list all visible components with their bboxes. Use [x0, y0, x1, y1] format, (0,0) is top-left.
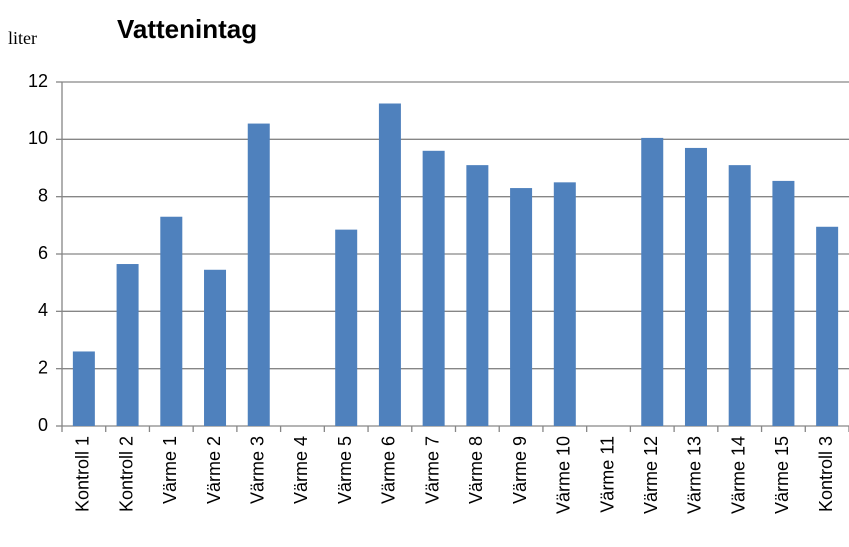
bar [772, 180, 795, 426]
y-tick-label: 0 [38, 415, 48, 435]
bar [466, 165, 489, 426]
x-tick-label: Värme 11 [597, 436, 617, 513]
y-tick-label: 2 [38, 357, 48, 377]
x-tick-label: Värme 3 [248, 436, 268, 504]
bar [641, 137, 664, 426]
x-tick-label: Värme 5 [335, 436, 355, 504]
x-tick-label: Kontroll 1 [73, 436, 93, 512]
bar [116, 264, 139, 426]
bar [816, 226, 839, 426]
bar [335, 229, 358, 426]
x-tick-label: Värme 10 [554, 436, 574, 514]
y-tick-label: 12 [28, 71, 48, 91]
bar [422, 150, 445, 427]
x-tick-label: Värme 2 [204, 436, 224, 504]
bar [553, 182, 576, 426]
y-tick-label: 6 [38, 243, 48, 263]
x-tick-label: Värme 13 [685, 436, 705, 514]
x-tick-label: Värme 12 [641, 436, 661, 514]
bar [72, 351, 95, 426]
bar [247, 123, 270, 427]
x-tick-label: Värme 9 [510, 436, 530, 504]
x-tick-label: Värme 15 [772, 436, 792, 514]
bar [160, 216, 183, 426]
bar [728, 165, 751, 426]
y-tick-label: 10 [28, 128, 48, 148]
x-tick-label: Kontroll 3 [816, 436, 836, 512]
x-tick-label: Värme 7 [422, 436, 442, 504]
x-tick-label: Värme 14 [728, 436, 748, 514]
x-tick-label: Kontroll 2 [116, 436, 136, 512]
y-tick-label: 4 [38, 300, 48, 320]
bar [378, 103, 401, 426]
y-axis-label: liter [8, 28, 37, 48]
bar [204, 269, 227, 426]
x-tick-label: Värme 6 [379, 436, 399, 504]
x-tick-label: Värme 4 [291, 436, 311, 504]
x-tick-label: Värme 1 [160, 436, 180, 504]
bar [510, 188, 533, 426]
x-tick-label: Värme 8 [466, 436, 486, 504]
bar [684, 147, 707, 426]
chart-title: Vattenintag [117, 14, 257, 44]
y-tick-label: 8 [38, 185, 48, 205]
